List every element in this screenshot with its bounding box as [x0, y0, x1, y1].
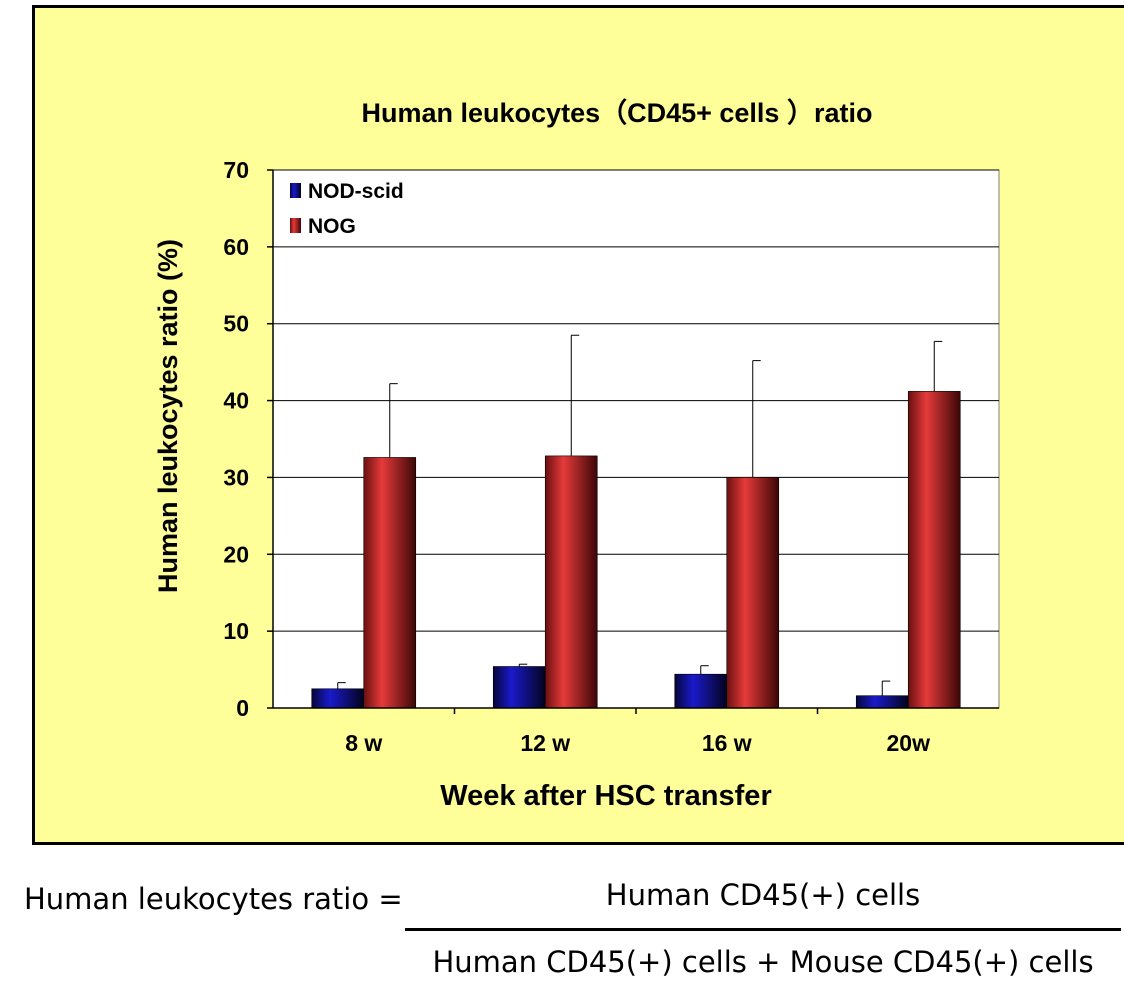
bar-nod-scid — [855, 695, 909, 709]
x-tick-label: 12 w — [520, 730, 570, 756]
chart-panel: Human leukocytes（CD45+ cells ）ratio 0 10 2… — [32, 5, 1124, 845]
y-tick-label: 0 — [236, 695, 249, 721]
chart-title: Human leukocytes（CD45+ cells ）ratio — [362, 98, 873, 128]
legend-swatch-nod-scid — [290, 183, 301, 198]
legend: NOD-scid NOG — [290, 180, 404, 238]
bars — [311, 334, 961, 709]
x-tick-label: 20w — [887, 730, 931, 756]
y-tick-label: 30 — [223, 464, 249, 490]
y-axis-label: Human leukocytes ratio (%) — [153, 239, 183, 593]
x-tick-label: 8 w — [345, 730, 382, 756]
y-tick-label: 20 — [223, 541, 249, 567]
legend-label-nod-scid: NOD-scid — [308, 180, 404, 203]
y-tick-label: 10 — [223, 618, 249, 644]
bar-nod-scid — [674, 673, 728, 709]
bar-nod-scid — [492, 666, 546, 709]
y-tick-label: 70 — [223, 157, 249, 183]
bar-nog — [907, 391, 961, 709]
y-tick-label: 40 — [223, 388, 249, 414]
formula-label: Human leukocytes ratio = — [24, 882, 403, 916]
y-tick-label: 60 — [223, 234, 249, 260]
bar-nog — [363, 457, 417, 709]
bar-nod-scid — [311, 688, 365, 709]
y-tick-label: 50 — [223, 311, 249, 337]
legend-swatch-nog — [290, 218, 301, 233]
fraction-line — [405, 928, 1121, 931]
y-axis-ticks: 0 10 20 30 40 50 60 70 — [223, 157, 273, 721]
bar-nog — [544, 455, 598, 709]
x-tick-label: 16 w — [702, 730, 752, 756]
bar-nog — [726, 477, 780, 709]
formula-numerator: Human CD45(+) cells — [605, 878, 921, 912]
legend-label-nog: NOG — [308, 215, 356, 238]
x-axis-ticks: 8 w 12 w 16 w 20w — [345, 708, 930, 756]
bar-chart: Human leukocytes（CD45+ cells ）ratio 0 10 2… — [153, 98, 1000, 812]
formula-denominator: Human CD45(+) cells + Mouse CD45(+) cell… — [432, 945, 1094, 979]
x-axis-label: Week after HSC transfer — [440, 780, 771, 812]
